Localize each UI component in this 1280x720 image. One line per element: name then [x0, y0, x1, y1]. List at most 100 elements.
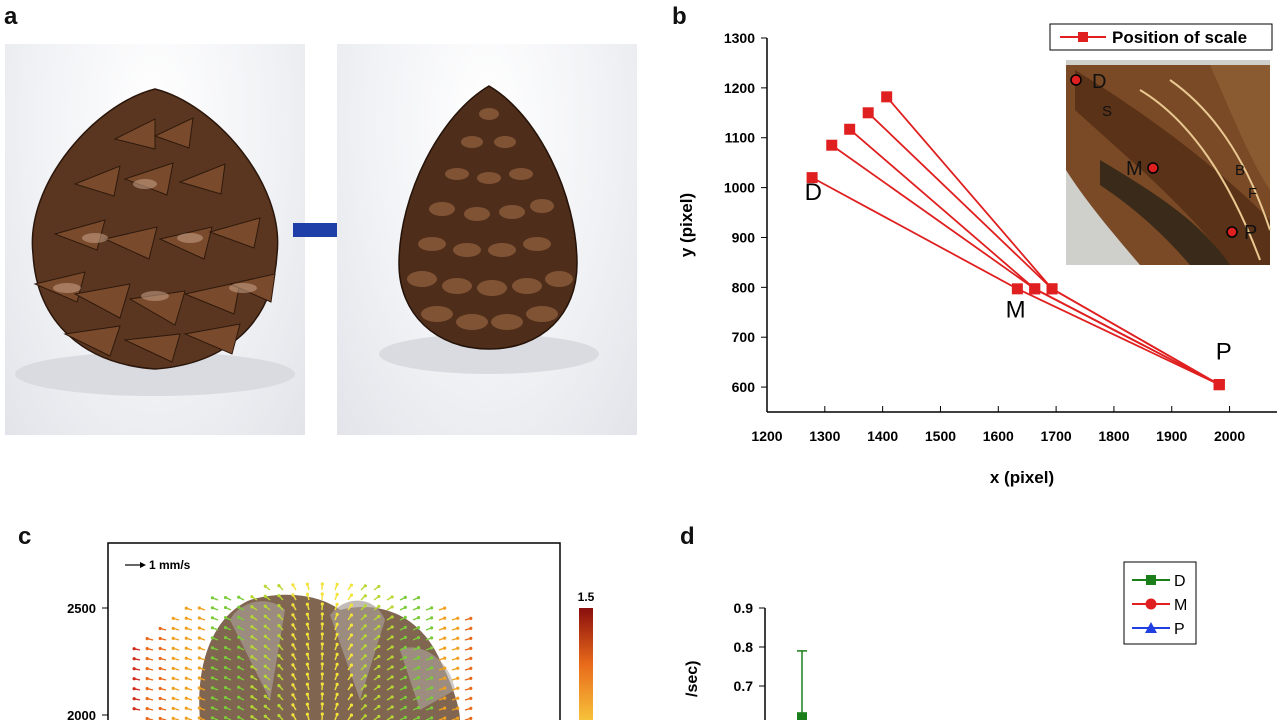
velocity-vector-head	[377, 644, 381, 649]
velocity-vector-head	[291, 673, 295, 677]
velocity-vector-head	[469, 686, 473, 691]
velocity-vector-head	[390, 685, 394, 689]
velocity-vector-head	[171, 616, 175, 620]
velocity-vector-head	[469, 676, 473, 681]
velocity-vector-head	[390, 715, 394, 719]
velocity-vector-head	[197, 706, 201, 710]
velocity-vector-head	[184, 706, 188, 710]
velocity-vector-head	[390, 625, 394, 629]
velocity-vector-head	[416, 706, 421, 710]
velocity-vector-head	[443, 706, 447, 710]
velocity-vector-head	[132, 667, 136, 671]
velocity-vector-head	[305, 652, 310, 656]
velocity-vector-head	[263, 634, 267, 638]
scale-position-point	[881, 91, 893, 103]
velocity-vector-head	[277, 593, 281, 598]
velocity-vector-head	[363, 624, 367, 628]
scale-position-point	[826, 139, 838, 151]
velocity-vector-head	[363, 584, 367, 588]
velocity-vector-head	[390, 705, 394, 709]
velocity-vector-head	[237, 675, 241, 679]
velocity-vector-head	[263, 604, 267, 608]
velocity-vector-head	[443, 686, 447, 690]
x-tick-label: 1500	[925, 428, 956, 444]
velocity-vector-head	[456, 716, 460, 720]
velocity-vector-head	[277, 643, 281, 648]
scale-section-inset-photo	[1066, 60, 1271, 265]
velocity-vector-head	[210, 696, 215, 700]
velocity-vector-head	[377, 664, 381, 669]
velocity-vector-head	[210, 656, 215, 660]
velocity-vector-head	[363, 594, 367, 598]
velocity-vector-head	[305, 592, 310, 596]
velocity-vector-head	[210, 616, 215, 620]
x-tick-label: 1400	[867, 428, 898, 444]
velocity-vector-head	[277, 673, 281, 678]
velocity-vector-head	[416, 646, 421, 650]
velocity-vector-head	[390, 645, 394, 649]
velocity-vector-head	[469, 636, 473, 641]
velocity-vector-head	[349, 623, 354, 627]
panel-label-a: a	[4, 3, 18, 30]
y-tick-label: 2000	[67, 708, 96, 720]
velocity-vector-head	[456, 686, 460, 690]
velocity-vector-head	[263, 714, 267, 718]
velocity-vector-head	[277, 613, 281, 618]
velocity-vector-head	[390, 655, 394, 659]
velocity-vector-head	[291, 603, 295, 607]
velocity-vector-head	[171, 706, 175, 710]
velocity-vector-head	[403, 675, 407, 679]
velocity-vector-head	[158, 686, 162, 691]
y-tick-label: 700	[732, 329, 756, 345]
velocity-vector-head	[469, 706, 473, 711]
velocity-vector-head	[403, 705, 407, 709]
velocity-vector-head	[197, 606, 201, 610]
colorbar	[579, 608, 593, 720]
y-tick-label: 2500	[67, 601, 96, 616]
legend-label: Position of scale	[1112, 28, 1247, 47]
velocity-vector-head	[363, 644, 367, 648]
velocity-vector-head	[223, 625, 228, 630]
velocity-vector-head	[197, 696, 201, 700]
velocity-vector-head	[184, 626, 188, 630]
x-tick-label: 1600	[983, 428, 1014, 444]
velocity-vector-head	[456, 706, 460, 710]
velocity-vector-head	[456, 666, 460, 670]
velocity-vector-head	[335, 702, 339, 706]
velocity-vector-head	[132, 687, 136, 691]
velocity-vector-head	[349, 703, 354, 707]
velocity-vector-head	[184, 616, 188, 620]
velocity-vector-head	[363, 614, 367, 618]
velocity-vector-head	[416, 656, 421, 660]
velocity-vector-head	[237, 645, 241, 649]
legend-marker-P	[1145, 622, 1157, 633]
velocity-vector-head	[363, 704, 367, 708]
velocity-vector-head	[305, 692, 310, 696]
velocity-vector-head	[250, 645, 254, 649]
velocity-vector-head	[184, 636, 188, 640]
velocity-vector-head	[443, 676, 447, 680]
velocity-vector-head	[305, 642, 310, 646]
velocity-scale-label: 1 mm/s	[149, 558, 191, 572]
velocity-vector-head	[250, 665, 254, 669]
velocity-vector-head	[237, 655, 241, 659]
velocity-vector-head	[456, 626, 460, 630]
velocity-vector-head	[416, 716, 421, 720]
velocity-vector-head	[184, 656, 188, 660]
velocity-vector-head	[349, 593, 354, 597]
scale-position-point	[862, 107, 874, 119]
velocity-vector-head	[335, 712, 339, 716]
velocity-vector-head	[416, 676, 421, 680]
velocity-vector-head	[237, 625, 241, 629]
velocity-vector-head	[320, 692, 324, 696]
velocity-vector-head	[197, 636, 201, 640]
velocity-vector-head	[430, 656, 434, 660]
x-tick-label: 1200	[751, 428, 782, 444]
velocity-vector-head	[349, 633, 354, 637]
velocity-vector-head	[335, 622, 339, 626]
scale-position-point	[806, 172, 818, 184]
velocity-vector-head	[158, 636, 162, 641]
velocity-vector-head	[132, 647, 136, 651]
velocity-vector-head	[171, 666, 175, 670]
velocity-vector-head	[469, 656, 473, 661]
